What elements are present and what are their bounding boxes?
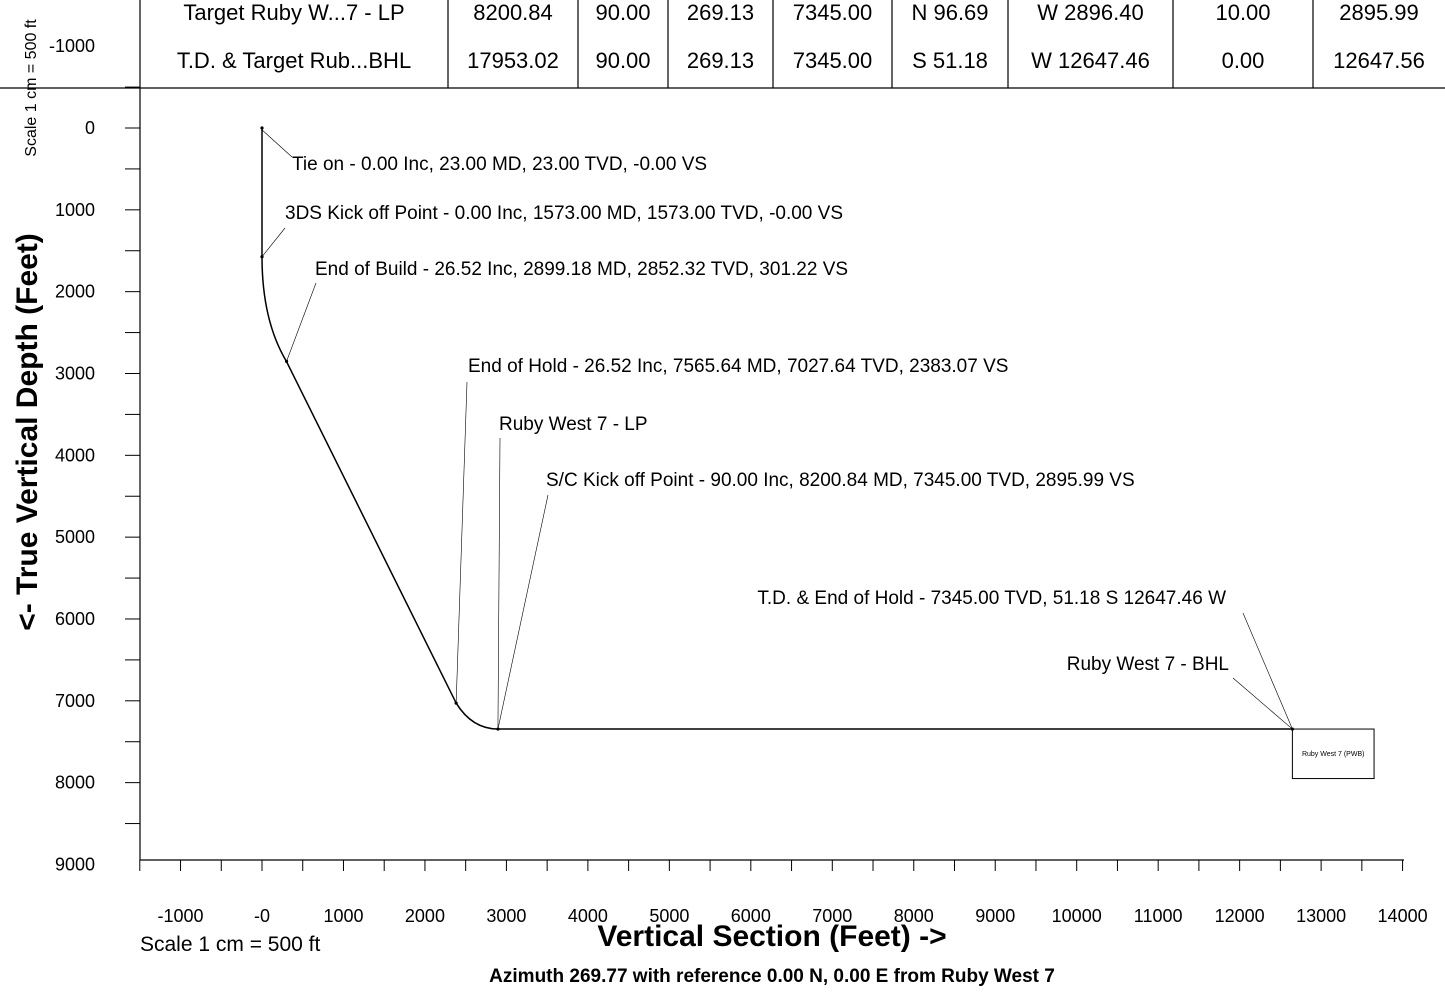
x-tick-label: 6000 <box>731 906 771 926</box>
table-cell: 90.00 <box>595 0 650 25</box>
annotation-label: Tie on - 0.00 Inc, 23.00 MD, 23.00 TVD, … <box>292 154 707 175</box>
annotation-leader <box>497 437 501 730</box>
annotation-leader <box>455 381 468 704</box>
table-cell: 2895.99 <box>1339 0 1419 25</box>
scale-label-left: Scale 1 cm = 500 ft <box>23 19 40 157</box>
azimuth-subtitle: Azimuth 269.77 with reference 0.00 N, 0.… <box>489 966 1055 987</box>
x-tick-label: 7000 <box>812 906 852 926</box>
x-axis-title: Vertical Section (Feet) -> <box>597 920 947 953</box>
annotation-label: S/C Kick off Point - 90.00 Inc, 8200.84 … <box>546 470 1135 491</box>
annotation-leader <box>1232 677 1293 730</box>
target-box-label: Ruby West 7 (PWB) <box>1302 751 1365 758</box>
annotation-leader <box>261 129 293 158</box>
y-tick-label: 9000 <box>55 854 95 874</box>
table-cell: 0.00 <box>1222 48 1265 73</box>
annotation-label: T.D. & End of Hold - 7345.00 TVD, 51.18 … <box>757 588 1226 609</box>
annotation-leader <box>286 282 317 362</box>
annotation-leader <box>261 227 286 257</box>
annotation-label: End of Hold - 26.52 Inc, 7565.64 MD, 702… <box>468 356 1008 377</box>
y-tick-label: 6000 <box>55 609 95 629</box>
x-tick-label: 13000 <box>1296 906 1346 926</box>
scale-label-bottom: Scale 1 cm = 500 ft <box>140 933 321 956</box>
table-cell: 90.00 <box>595 48 650 73</box>
table-cell: W 2896.40 <box>1037 0 1143 25</box>
annotation-label: Ruby West 7 - LP <box>499 414 648 435</box>
x-tick-label: 14000 <box>1378 906 1428 926</box>
annotation-label: End of Build - 26.52 Inc, 2899.18 MD, 28… <box>315 259 848 280</box>
table-cell: 10.00 <box>1215 0 1270 25</box>
annotation-label: Ruby West 7 - BHL <box>1067 654 1229 675</box>
x-tick-label: 3000 <box>486 906 526 926</box>
x-tick-label: 1000 <box>323 906 363 926</box>
table-cell: 269.13 <box>687 0 754 25</box>
y-tick-label: 2000 <box>55 282 95 302</box>
table-cell: W 12647.46 <box>1031 48 1150 73</box>
x-tick-label: -0 <box>254 906 270 926</box>
plot-axes: -1000 -0 1000 2000 3000 4000 5000 6000 7000 8000 9… <box>49 36 1428 926</box>
x-tick-label: 5000 <box>649 906 689 926</box>
annotation-leader <box>1242 612 1293 730</box>
station-marker <box>260 126 264 130</box>
x-tick-label: 8000 <box>894 906 934 926</box>
table-cell: Target Ruby W...7 - LP <box>183 0 404 25</box>
table-cell: 7345.00 <box>793 48 873 73</box>
table-cell: N 96.69 <box>911 0 988 25</box>
x-tick-label: 2000 <box>405 906 445 926</box>
y-tick-label: 0 <box>85 118 95 138</box>
x-tick-label: 11000 <box>1134 906 1183 926</box>
table-cell: T.D. & Target Rub...BHL <box>177 48 411 73</box>
y-axis-title: <- True Vertical Depth (Feet) <box>11 233 44 631</box>
x-tick-label: 10000 <box>1052 906 1102 926</box>
table-cell: 8200.84 <box>473 0 553 25</box>
survey-table: Target Ruby W...7 - LP 8200.84 90.00 269.13… <box>0 0 1445 89</box>
y-tick-label: 1000 <box>55 200 95 220</box>
target-box <box>1291 728 1375 780</box>
table-cell: 7345.00 <box>793 0 873 25</box>
station-marker <box>496 727 500 731</box>
table-cell: 269.13 <box>687 48 754 73</box>
annotation-leader <box>497 494 549 730</box>
y-tick-label: 8000 <box>55 773 95 793</box>
annotation-label: 3DS Kick off Point - 0.00 Inc, 1573.00 M… <box>285 203 843 224</box>
x-tick-label: 4000 <box>568 906 608 926</box>
annotations: Tie on - 0.00 Inc, 23.00 MD, 23.00 TVD, … <box>261 129 1293 730</box>
table-cell: 17953.02 <box>467 48 559 73</box>
y-tick-label: -1000 <box>49 36 95 56</box>
well-path: Ruby West 7 (PWB) <box>260 126 1375 780</box>
x-tick-label: 9000 <box>975 906 1015 926</box>
x-tick-label: -1000 <box>158 906 204 926</box>
y-tick-label: 5000 <box>55 527 95 547</box>
table-cell: S 51.18 <box>912 48 988 73</box>
y-tick-label: 7000 <box>55 691 95 711</box>
y-tick-label: 4000 <box>55 445 95 465</box>
x-tick-label: 12000 <box>1215 906 1265 926</box>
table-cell: 12647.56 <box>1333 48 1425 73</box>
y-tick-label: 3000 <box>55 363 95 383</box>
